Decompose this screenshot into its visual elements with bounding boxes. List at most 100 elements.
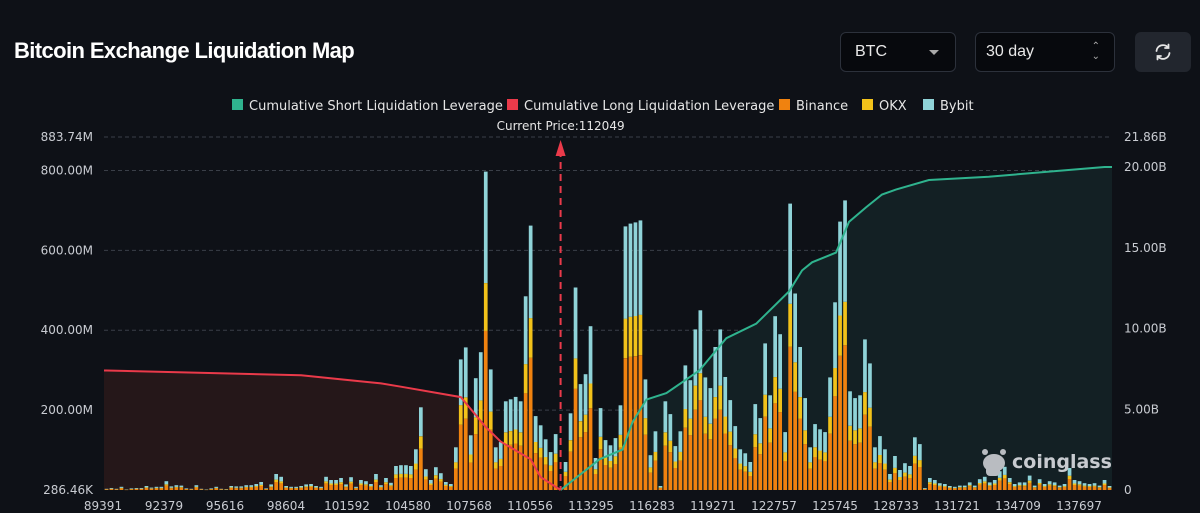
liquidation-bar[interactable] bbox=[688, 380, 693, 490]
liquidation-bar[interactable] bbox=[134, 488, 139, 490]
liquidation-bar[interactable] bbox=[728, 400, 733, 490]
liquidation-bar[interactable] bbox=[189, 488, 194, 490]
liquidation-bar[interactable] bbox=[818, 429, 822, 490]
liquidation-bar[interactable] bbox=[693, 329, 698, 490]
liquidation-bar[interactable] bbox=[608, 445, 613, 490]
liquidation-bar[interactable] bbox=[493, 447, 498, 490]
liquidation-bar[interactable] bbox=[903, 463, 907, 490]
liquidation-bar[interactable] bbox=[129, 488, 134, 490]
liquidation-bar[interactable] bbox=[478, 352, 483, 490]
liquidation-bar[interactable] bbox=[394, 466, 398, 490]
liquidation-bar[interactable] bbox=[249, 485, 254, 490]
liquidation-bar[interactable] bbox=[498, 442, 503, 490]
liquidation-bar[interactable] bbox=[289, 486, 293, 490]
liquidation-bar[interactable] bbox=[733, 426, 738, 490]
liquidation-bar[interactable] bbox=[449, 484, 453, 490]
liquidation-bar[interactable] bbox=[314, 486, 318, 490]
liquidation-bar[interactable] bbox=[958, 485, 962, 490]
liquidation-bar[interactable] bbox=[299, 486, 303, 490]
liquidation-bar[interactable] bbox=[364, 481, 368, 490]
liquidation-bar[interactable] bbox=[638, 220, 643, 490]
legend-item-binance[interactable]: Binance bbox=[779, 99, 848, 114]
range-select[interactable]: 30 day ⌃ ⌄ bbox=[975, 32, 1115, 72]
liquidation-bar[interactable] bbox=[284, 486, 288, 490]
liquidation-bar[interactable] bbox=[1042, 484, 1047, 490]
liquidation-bar[interactable] bbox=[439, 473, 443, 490]
liquidation-bar[interactable] bbox=[1087, 484, 1092, 490]
liquidation-bar[interactable] bbox=[703, 377, 708, 490]
liquidation-bar[interactable] bbox=[918, 444, 922, 490]
liquidation-bar[interactable] bbox=[244, 485, 249, 490]
liquidation-bar[interactable] bbox=[518, 401, 523, 490]
liquidation-bar[interactable] bbox=[429, 480, 433, 490]
liquidation-bar[interactable] bbox=[274, 474, 278, 490]
liquidation-bar[interactable] bbox=[778, 334, 782, 490]
liquidation-bar[interactable] bbox=[713, 347, 718, 490]
legend-item-bybit[interactable]: Bybit bbox=[923, 99, 974, 114]
liquidation-bar[interactable] bbox=[199, 488, 204, 490]
liquidation-bar[interactable] bbox=[1107, 486, 1112, 490]
liquidation-bar[interactable] bbox=[798, 347, 802, 490]
liquidation-bar[interactable] bbox=[658, 486, 663, 490]
liquidation-bar[interactable] bbox=[424, 469, 428, 490]
liquidation-bar[interactable] bbox=[668, 414, 673, 490]
liquidation-bar[interactable] bbox=[643, 379, 648, 490]
liquidation-bar[interactable] bbox=[169, 486, 174, 490]
liquidation-bar[interactable] bbox=[563, 462, 568, 490]
liquidation-bar[interactable] bbox=[1102, 480, 1107, 490]
liquidation-bar[interactable] bbox=[848, 391, 852, 490]
liquidation-bar[interactable] bbox=[324, 476, 328, 490]
liquidation-bar[interactable] bbox=[653, 431, 658, 490]
liquidation-bar[interactable] bbox=[628, 223, 633, 490]
liquidation-bar[interactable] bbox=[928, 478, 932, 490]
legend-item-long[interactable]: Cumulative Long Liquidation Leverage bbox=[507, 99, 774, 114]
liquidation-bar[interactable] bbox=[698, 310, 703, 490]
liquidation-bar[interactable] bbox=[788, 203, 792, 490]
liquidation-bar[interactable] bbox=[618, 405, 623, 490]
legend-item-short[interactable]: Cumulative Short Liquidation Leverage bbox=[232, 99, 503, 114]
liquidation-bar[interactable] bbox=[578, 384, 583, 490]
refresh-button[interactable] bbox=[1135, 32, 1191, 72]
liquidation-bar[interactable] bbox=[992, 480, 997, 490]
liquidation-bar[interactable] bbox=[793, 293, 797, 491]
liquidation-bar[interactable] bbox=[1012, 484, 1017, 490]
legend-item-okx[interactable]: OKX bbox=[862, 99, 907, 114]
liquidation-bar[interactable] bbox=[583, 374, 588, 490]
liquidation-bar[interactable] bbox=[997, 471, 1002, 490]
liquidation-bar[interactable] bbox=[678, 431, 683, 490]
liquidation-bar[interactable] bbox=[913, 437, 917, 490]
liquidation-bar[interactable] bbox=[543, 439, 548, 490]
liquidation-bar[interactable] bbox=[349, 477, 353, 490]
liquidation-bar[interactable] bbox=[863, 339, 867, 490]
liquidation-bar[interactable] bbox=[264, 488, 268, 490]
liquidation-bar[interactable] bbox=[808, 447, 812, 490]
liquidation-bar[interactable] bbox=[598, 408, 603, 490]
liquidation-bar[interactable] bbox=[972, 485, 977, 490]
liquidation-bar[interactable] bbox=[513, 396, 518, 490]
liquidation-bar[interactable] bbox=[883, 449, 887, 490]
liquidation-bar[interactable] bbox=[194, 485, 199, 490]
liquidation-bar[interactable] bbox=[1002, 466, 1007, 490]
liquidation-bar[interactable] bbox=[878, 436, 882, 490]
liquidation-bar[interactable] bbox=[763, 343, 767, 490]
liquidation-bar[interactable] bbox=[648, 455, 653, 490]
liquidation-bar[interactable] bbox=[1057, 485, 1062, 490]
liquidation-bar[interactable] bbox=[528, 225, 533, 490]
liquidation-bar[interactable] bbox=[329, 480, 333, 490]
liquidation-bar[interactable] bbox=[633, 222, 638, 490]
liquidation-bar[interactable] bbox=[1067, 468, 1072, 490]
liquidation-bar[interactable] bbox=[663, 401, 668, 490]
liquidation-bar[interactable] bbox=[114, 488, 119, 490]
liquidation-bar[interactable] bbox=[1092, 483, 1097, 490]
liquidation-bar[interactable] bbox=[1027, 475, 1032, 490]
liquidation-bar[interactable] bbox=[1022, 482, 1027, 490]
liquidation-bar[interactable] bbox=[523, 296, 528, 490]
liquidation-bar[interactable] bbox=[1017, 482, 1022, 490]
liquidation-bar[interactable] bbox=[977, 479, 982, 490]
liquidation-bar[interactable] bbox=[1062, 484, 1067, 490]
liquidation-bar[interactable] bbox=[144, 486, 149, 490]
liquidation-bar[interactable] bbox=[304, 484, 308, 490]
liquidation-bar[interactable] bbox=[803, 398, 807, 490]
liquidation-bar[interactable] bbox=[219, 488, 224, 490]
liquidation-bar[interactable] bbox=[873, 447, 877, 490]
